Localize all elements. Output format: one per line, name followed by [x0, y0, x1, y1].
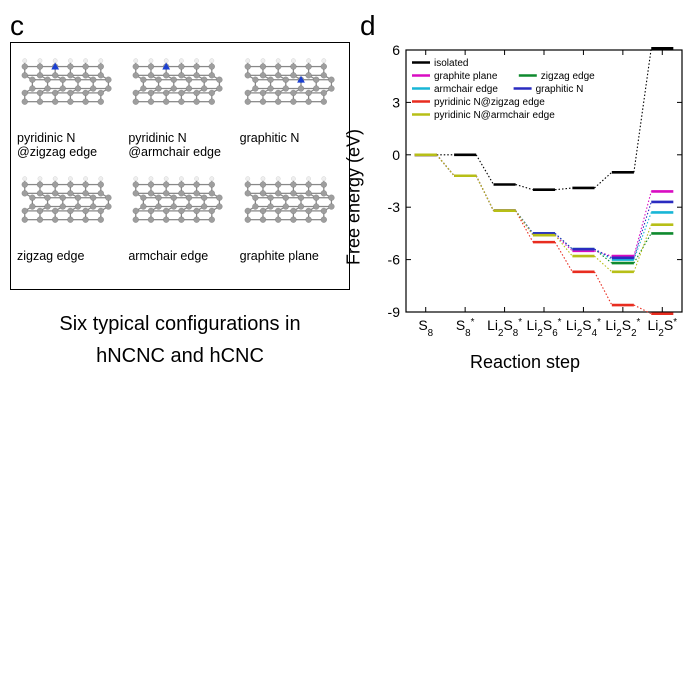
svg-text:Li2S*: Li2S* — [648, 317, 678, 339]
chart-ylabel: Free energy (eV) — [344, 129, 365, 265]
svg-text:pyridinic N@zigzag edge: pyridinic N@zigzag edge — [434, 97, 545, 108]
svg-text:Li2S8*: Li2S8* — [487, 317, 522, 339]
panel-c-subtitle: Six typical configurations in hNCNC and … — [10, 308, 350, 372]
lattice-icon — [126, 167, 233, 247]
lattice-cell: zigzag edge — [15, 167, 122, 285]
figure-row: c pyridinic N @zigzag edge pyridinic N @a… — [10, 10, 690, 373]
svg-text:armchair edge: armchair edge — [434, 84, 498, 95]
svg-text:S8: S8 — [418, 317, 433, 339]
lattice-caption: zigzag edge — [17, 249, 84, 279]
subtitle-line1: Six typical configurations in — [59, 313, 300, 335]
lattice-cell: pyridinic N @armchair edge — [126, 49, 233, 167]
chart-svg: -9 -6 -3 0 3 6 S8 S8* Li2S8*Li2S6*Li2S4*Li2S2* Li… — [360, 42, 690, 352]
svg-text:Li2S2*: Li2S2* — [605, 317, 640, 339]
svg-text:-6: -6 — [388, 252, 401, 268]
svg-text:Li2S6*: Li2S6* — [527, 317, 562, 339]
lattice-caption: pyridinic N @zigzag edge — [17, 131, 97, 161]
panel-c-label: c — [10, 10, 24, 42]
svg-text:pyridinic N@armchair edge: pyridinic N@armchair edge — [434, 110, 555, 121]
svg-text:6: 6 — [392, 42, 400, 58]
energy-chart: Free energy (eV) -9-6-3036S8S8*Li2S8*Li2… — [360, 42, 690, 352]
svg-text:isolated: isolated — [434, 58, 468, 69]
svg-text:Li2S4*: Li2S4* — [566, 317, 601, 339]
lattice-icon — [15, 167, 122, 247]
svg-text:S8*: S8* — [456, 317, 475, 339]
lattice-icon — [15, 49, 122, 129]
lattice-cell: pyridinic N @zigzag edge — [15, 49, 122, 167]
lattice-icon — [238, 49, 345, 129]
svg-text:3: 3 — [392, 94, 400, 110]
svg-text:graphitic N: graphitic N — [536, 84, 584, 95]
lattice-cell: graphite plane — [238, 167, 345, 285]
lattice-caption: graphitic N — [240, 131, 300, 161]
svg-text:-9: -9 — [388, 304, 401, 320]
lattice-cell: graphitic N — [238, 49, 345, 167]
panel-d: d Free energy (eV) -9-6-3036S8S8*Li2S8*L… — [360, 10, 690, 373]
lattice-caption: pyridinic N @armchair edge — [128, 131, 221, 161]
panel-c: c pyridinic N @zigzag edge pyridinic N @a… — [10, 10, 350, 373]
lattice-grid-box: pyridinic N @zigzag edge pyridinic N @arm… — [10, 42, 350, 290]
lattice-caption: graphite plane — [240, 249, 319, 279]
panel-d-label: d — [360, 10, 376, 42]
svg-text:zigzag edge: zigzag edge — [541, 71, 595, 82]
lattice-icon — [126, 49, 233, 129]
svg-text:-3: -3 — [388, 199, 401, 215]
lattice-icon — [238, 167, 345, 247]
chart-xlabel: Reaction step — [360, 352, 690, 373]
lattice-cell: armchair edge — [126, 167, 233, 285]
svg-text:graphite plane: graphite plane — [434, 71, 498, 82]
subtitle-line2: hNCNC and hCNC — [96, 345, 264, 367]
lattice-caption: armchair edge — [128, 249, 208, 279]
svg-text:0: 0 — [392, 147, 400, 163]
